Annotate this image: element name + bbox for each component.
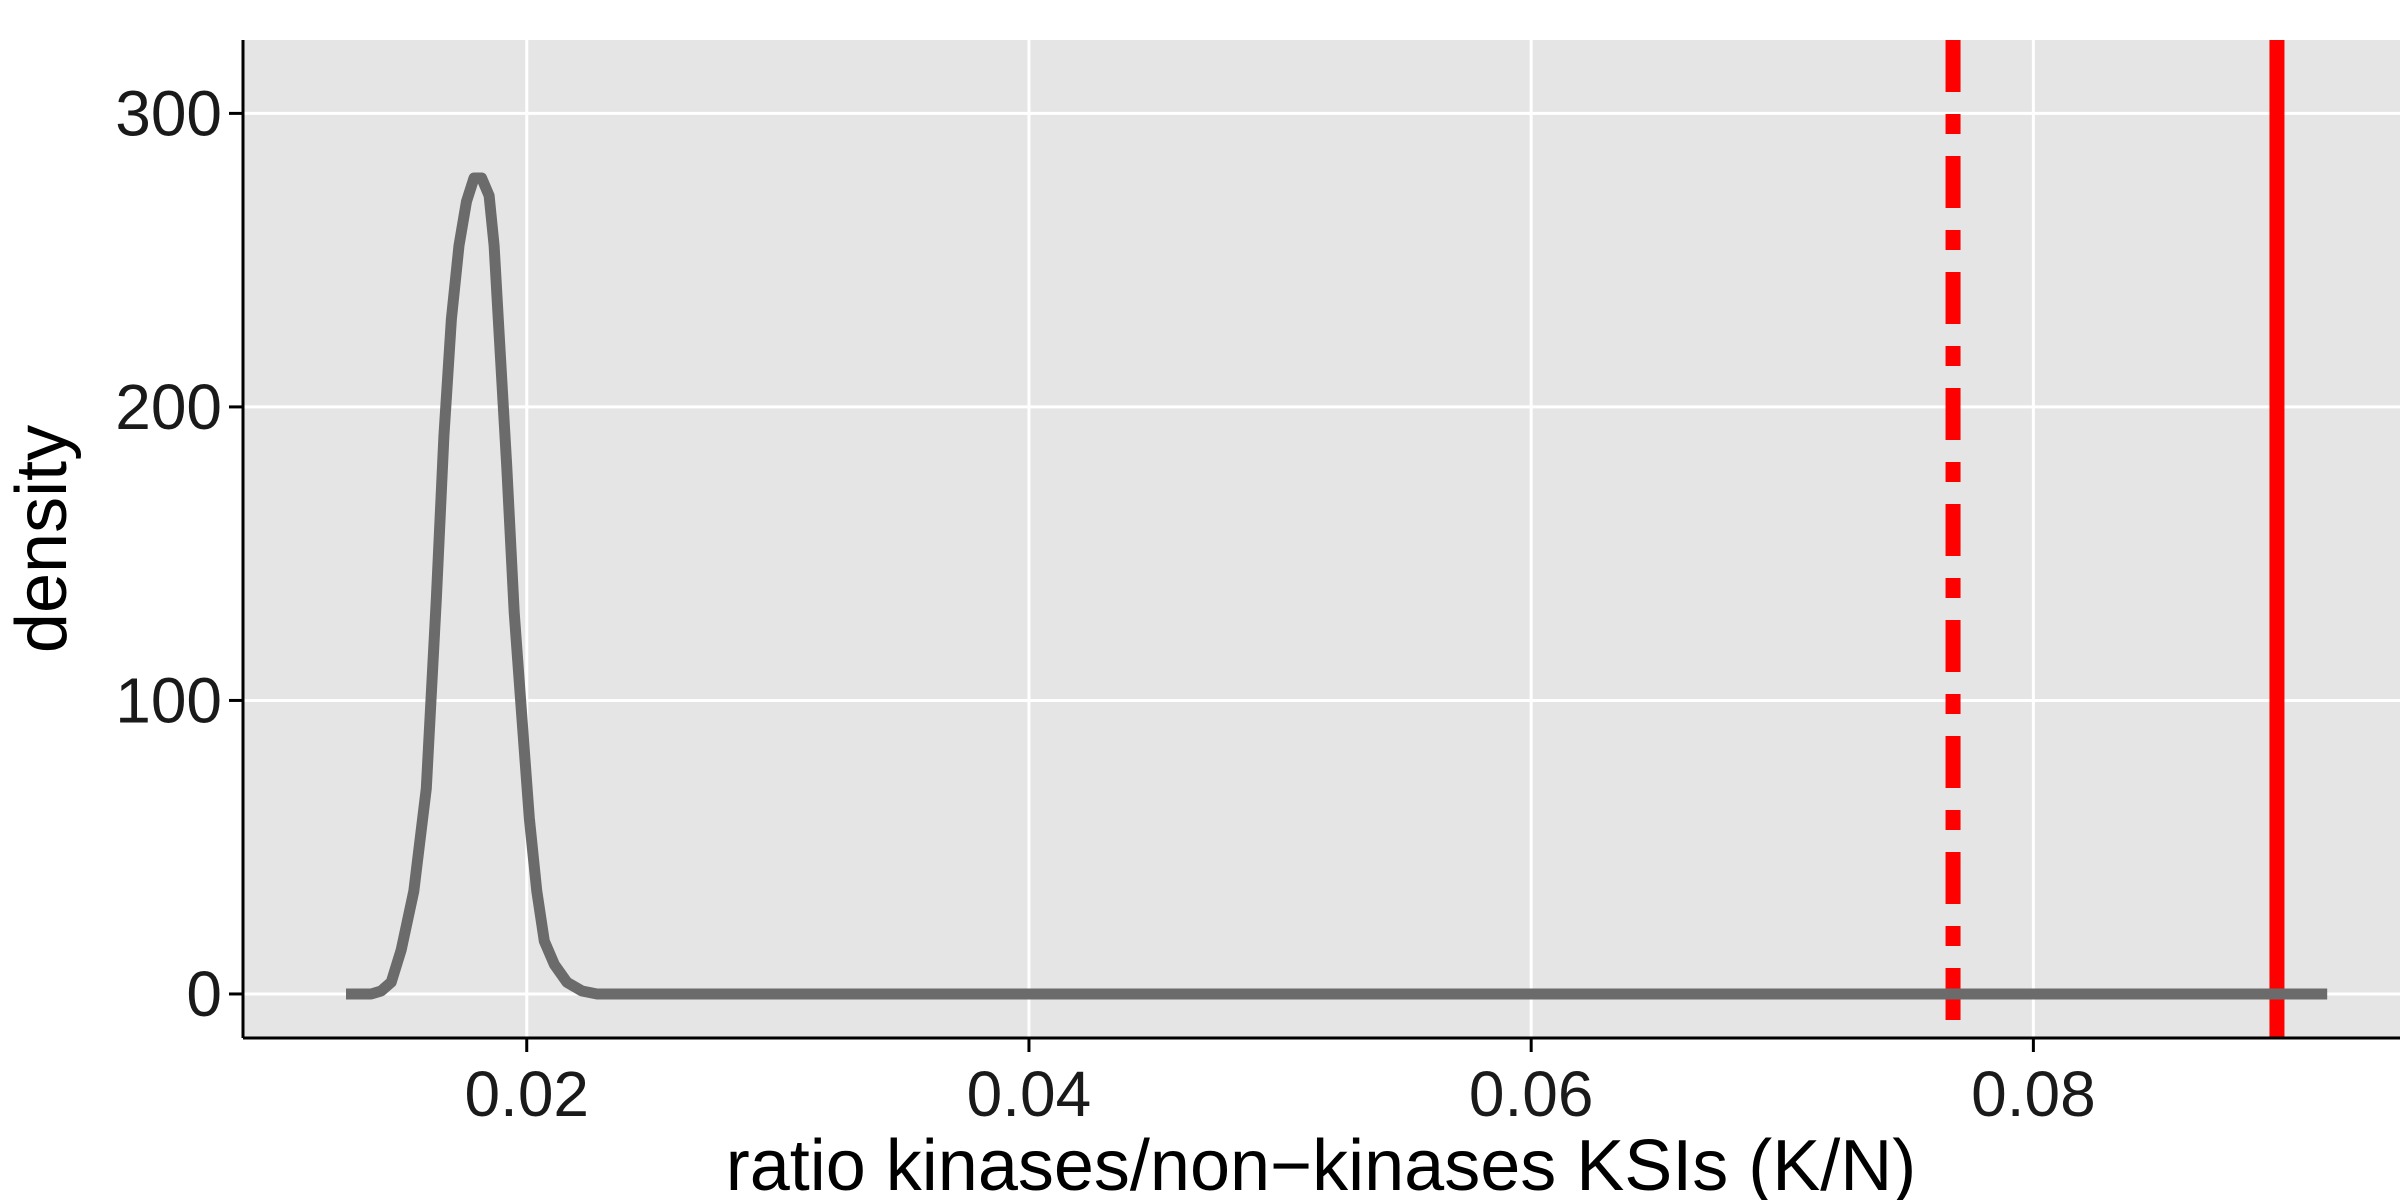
x-tick-label: 0.08	[1971, 1058, 2096, 1130]
y-axis-title: density	[2, 425, 82, 653]
x-axis-title: ratio kinases/non−kinases KSIs (K/N)	[726, 1126, 1917, 1200]
x-tick-label: 0.02	[464, 1058, 589, 1130]
plot-panel	[243, 40, 2400, 1038]
x-tick-label: 0.04	[967, 1058, 1092, 1130]
x-tick-label: 0.06	[1469, 1058, 1594, 1130]
y-tick-label: 0	[186, 958, 222, 1030]
density-curve	[346, 172, 2328, 1000]
density-series	[346, 172, 2328, 1000]
y-tick-label: 300	[115, 77, 222, 149]
y-tick-label: 100	[115, 664, 222, 736]
x-axis-ticks: 0.02 0.04 0.06 0.08	[464, 1038, 2096, 1130]
y-axis-ticks: 0 100 200 300	[115, 77, 243, 1030]
y-tick-label: 200	[115, 371, 222, 443]
reference-lines	[1945, 40, 2285, 1038]
